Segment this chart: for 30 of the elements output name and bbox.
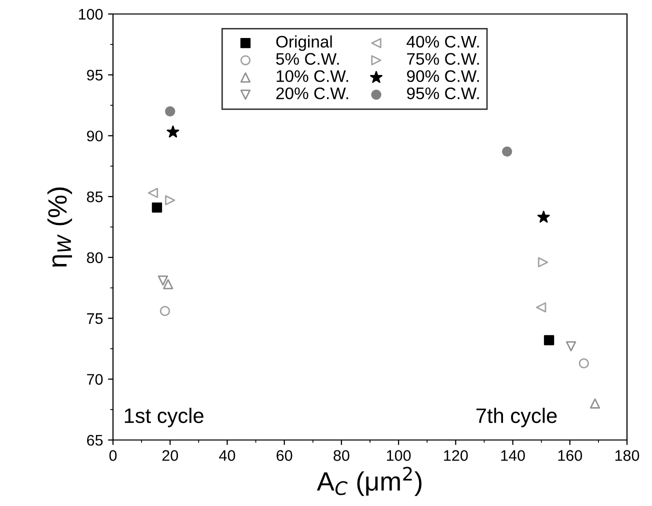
y-tick-label: 90 [87,130,103,142]
legend-label: 75% C.W. [407,53,479,65]
y-tick-label: 85 [86,191,103,202]
legend-label: 90% C.W. [407,70,479,82]
legend-label: 20% C.W. [276,87,348,100]
legend-label: 40% C.W. [406,36,479,48]
y-tick-label: 95 [87,70,103,81]
y-tick-label: 75 [87,313,103,324]
y-tick-label: 65 [87,434,103,446]
x-tick-label: 80 [334,450,350,461]
legend-label: 10% C.W. [276,70,348,82]
x-tick-label: 140 [501,450,525,461]
x-tick-label: 100 [386,450,411,461]
x-tick-label: 20 [162,450,178,461]
annotation: 1st cycle [124,408,204,428]
legend-label: 5% C.W. [276,53,339,65]
legend-label: 95% C.W. [407,87,479,100]
legend-label: Original [276,35,332,51]
y-tick-label: 100 [78,8,103,20]
x-tick-label: 160 [558,450,582,461]
x-tick-label: 40 [219,450,236,461]
annotation: 7th cycle [476,408,557,428]
y-tick-label: 70 [87,374,103,385]
x-tick-label: 180 [615,450,640,461]
y-axis-title: η$_{W}$ (%) [47,188,72,267]
x-axis-title: A$_{C}$ (μm$^{2}$) [316,466,422,496]
x-tick-label: 60 [276,450,292,461]
x-tick-label: 120 [444,450,468,461]
y-tick-label: 80 [86,252,103,264]
x-tick-label: 0 [109,450,117,461]
